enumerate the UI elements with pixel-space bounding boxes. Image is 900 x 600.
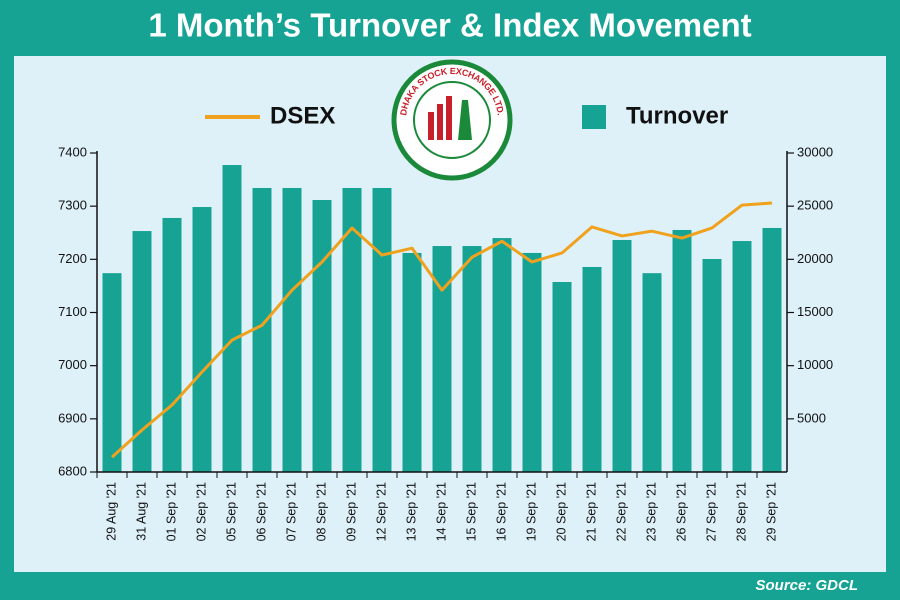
bar — [432, 246, 452, 472]
x-tick-label: 29 Aug '21 — [104, 482, 118, 541]
x-tick-label: 14 Sep '21 — [434, 482, 448, 541]
bar — [372, 187, 392, 472]
x-tick-label: 15 Sep '21 — [464, 482, 478, 541]
bar — [732, 241, 752, 472]
x-tick-label: 07 Sep '21 — [284, 482, 298, 541]
bar — [762, 227, 782, 472]
x-tick-label: 26 Sep '21 — [674, 482, 688, 541]
bar — [192, 207, 212, 472]
y2-tick-label: 15000 — [797, 304, 833, 319]
source: Source: GDCL — [755, 577, 858, 594]
y-tick-label: 7300 — [58, 198, 87, 213]
bar — [582, 266, 602, 472]
x-tick-label: 01 Sep '21 — [164, 482, 178, 541]
x-tick-label: 27 Sep '21 — [704, 482, 718, 541]
bar — [102, 273, 122, 472]
logo-tree — [458, 100, 472, 140]
x-tick-label: 22 Sep '21 — [614, 482, 628, 541]
y2-tick-label: 25000 — [797, 198, 833, 213]
x-tick-label: 23 Sep '21 — [644, 482, 658, 541]
y2-tick-label: 30000 — [797, 144, 833, 159]
x-tick-label: 05 Sep '21 — [224, 482, 238, 541]
y-tick-label: 7000 — [58, 357, 87, 372]
x-tick-label: 28 Sep '21 — [734, 482, 748, 541]
bar — [312, 199, 332, 472]
y-tick-label: 7200 — [58, 251, 87, 266]
logo-bar — [428, 112, 434, 140]
x-tick-label: 12 Sep '21 — [374, 482, 388, 541]
logo-bar — [437, 104, 443, 140]
y2-tick-label: 10000 — [797, 357, 833, 372]
bar — [342, 187, 362, 472]
logo-bar — [446, 96, 452, 140]
y2-tick-label: 20000 — [797, 251, 833, 266]
bar — [462, 246, 482, 472]
bar — [612, 239, 632, 472]
x-tick-label: 20 Sep '21 — [554, 482, 568, 541]
bar — [702, 259, 722, 472]
x-tick-label: 31 Aug '21 — [134, 482, 148, 541]
legend-label: Turnover — [626, 102, 728, 129]
bar — [552, 281, 572, 472]
bar — [282, 187, 302, 472]
bar — [492, 238, 512, 472]
x-tick-label: 21 Sep '21 — [584, 482, 598, 541]
bar — [672, 229, 692, 472]
y-tick-label: 6800 — [58, 463, 87, 478]
bar — [522, 252, 542, 472]
x-tick-label: 29 Sep '21 — [764, 482, 778, 541]
x-tick-label: 09 Sep '21 — [344, 482, 358, 541]
x-tick-label: 16 Sep '21 — [494, 482, 508, 541]
y2-tick-label: 5000 — [797, 410, 826, 425]
bar — [162, 217, 182, 472]
logo: DHAKA STOCK EXCHANGE LTD. — [391, 59, 513, 181]
x-tick-label: 06 Sep '21 — [254, 482, 268, 541]
bar — [132, 231, 152, 472]
line — [110, 201, 773, 459]
y-tick-label: 7100 — [58, 304, 87, 319]
chart-title: 1 Month’s Turnover & Index Movement — [148, 7, 751, 44]
legend-label: DSEX — [270, 102, 335, 129]
x-tick-label: 19 Sep '21 — [524, 482, 538, 541]
x-tick-label: 13 Sep '21 — [404, 482, 418, 541]
legend-swatch — [582, 105, 606, 129]
y-tick-label: 7400 — [58, 144, 87, 159]
bar — [222, 165, 242, 472]
bar — [402, 252, 422, 472]
bar — [252, 187, 272, 472]
bar — [642, 273, 662, 472]
x-tick-label: 02 Sep '21 — [194, 482, 208, 541]
y-tick-label: 6900 — [58, 410, 87, 425]
x-tick-label: 08 Sep '21 — [314, 482, 328, 541]
